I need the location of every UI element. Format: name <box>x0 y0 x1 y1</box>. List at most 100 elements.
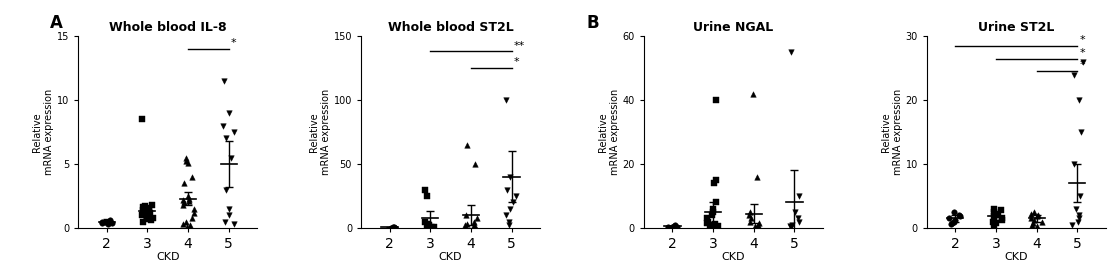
Point <box>791 194 809 198</box>
Title: Whole blood IL-8: Whole blood IL-8 <box>108 21 227 34</box>
Point <box>1028 224 1046 228</box>
Point <box>143 218 161 222</box>
Point <box>666 223 684 228</box>
Point <box>943 221 961 225</box>
Point <box>942 222 960 226</box>
Text: *: * <box>514 57 519 67</box>
Point <box>173 198 191 202</box>
Point <box>134 205 152 210</box>
Point <box>176 155 194 160</box>
Point <box>701 224 719 229</box>
Point <box>416 219 433 224</box>
Y-axis label: Relative
mRNA expression: Relative mRNA expression <box>881 89 903 175</box>
Point <box>218 187 236 192</box>
Point <box>182 175 200 179</box>
X-axis label: CKD: CKD <box>439 252 462 262</box>
Point <box>1070 213 1088 217</box>
Point <box>1066 162 1083 166</box>
Y-axis label: Relative
mRNA expression: Relative mRNA expression <box>32 89 54 175</box>
Point <box>140 207 157 211</box>
Point <box>668 224 686 229</box>
Point <box>1028 214 1046 219</box>
Point <box>497 98 515 102</box>
Point <box>507 194 525 198</box>
Point <box>140 207 157 211</box>
Point <box>945 219 963 224</box>
Point <box>144 215 162 220</box>
Point <box>707 178 725 182</box>
Point <box>216 79 233 83</box>
Point <box>498 187 516 192</box>
Point <box>468 215 486 220</box>
Point <box>99 222 117 226</box>
Point <box>746 224 764 229</box>
Point <box>216 219 233 224</box>
Point <box>466 219 484 224</box>
Point <box>466 224 484 228</box>
Point <box>659 225 677 230</box>
Point <box>698 216 716 221</box>
Point <box>1022 216 1040 221</box>
Point <box>465 225 483 230</box>
Text: A: A <box>50 14 64 32</box>
Point <box>698 221 716 225</box>
Point <box>466 225 484 230</box>
Point <box>422 225 440 230</box>
Point <box>419 225 437 230</box>
Point <box>951 214 968 219</box>
Title: Urine ST2L: Urine ST2L <box>978 21 1054 34</box>
Point <box>748 175 766 179</box>
Point <box>742 210 760 214</box>
Point <box>782 50 800 54</box>
Point <box>94 219 112 224</box>
Point <box>1071 130 1089 134</box>
Point <box>174 222 192 226</box>
Point <box>179 160 197 165</box>
Text: **: ** <box>514 41 525 51</box>
Point <box>984 219 1002 224</box>
Point <box>1075 59 1092 64</box>
Point <box>385 225 403 230</box>
Point <box>136 204 154 208</box>
Point <box>701 222 719 227</box>
Point <box>504 200 522 205</box>
Point <box>134 208 152 212</box>
Point <box>222 155 240 160</box>
Point <box>993 216 1011 221</box>
Point <box>139 214 156 219</box>
Point <box>748 225 766 230</box>
Point <box>181 223 199 228</box>
Point <box>133 117 151 121</box>
Point <box>175 200 193 205</box>
Point <box>1070 216 1088 221</box>
Point <box>945 210 963 214</box>
Point <box>220 111 238 115</box>
Point <box>419 222 437 226</box>
Point <box>217 136 235 141</box>
Point <box>744 91 762 96</box>
Point <box>94 221 112 225</box>
Point <box>1022 212 1040 216</box>
Point <box>220 213 238 217</box>
Text: *: * <box>1079 48 1085 58</box>
Point <box>143 203 161 207</box>
Point <box>739 213 757 217</box>
Title: Urine NGAL: Urine NGAL <box>694 21 774 34</box>
Point <box>990 213 1008 217</box>
Point <box>500 219 518 224</box>
Point <box>1024 221 1042 225</box>
Point <box>985 210 1003 214</box>
Text: *: * <box>231 38 237 48</box>
Point <box>951 213 968 217</box>
Point <box>1025 210 1043 214</box>
Point <box>985 214 1003 219</box>
Point <box>465 224 483 229</box>
Point <box>1025 218 1043 222</box>
Title: Whole blood ST2L: Whole blood ST2L <box>388 21 514 34</box>
Point <box>457 213 475 217</box>
Point <box>705 210 723 214</box>
Point <box>993 218 1011 222</box>
Point <box>1023 222 1041 227</box>
X-axis label: CKD: CKD <box>722 252 745 262</box>
Point <box>782 225 800 229</box>
